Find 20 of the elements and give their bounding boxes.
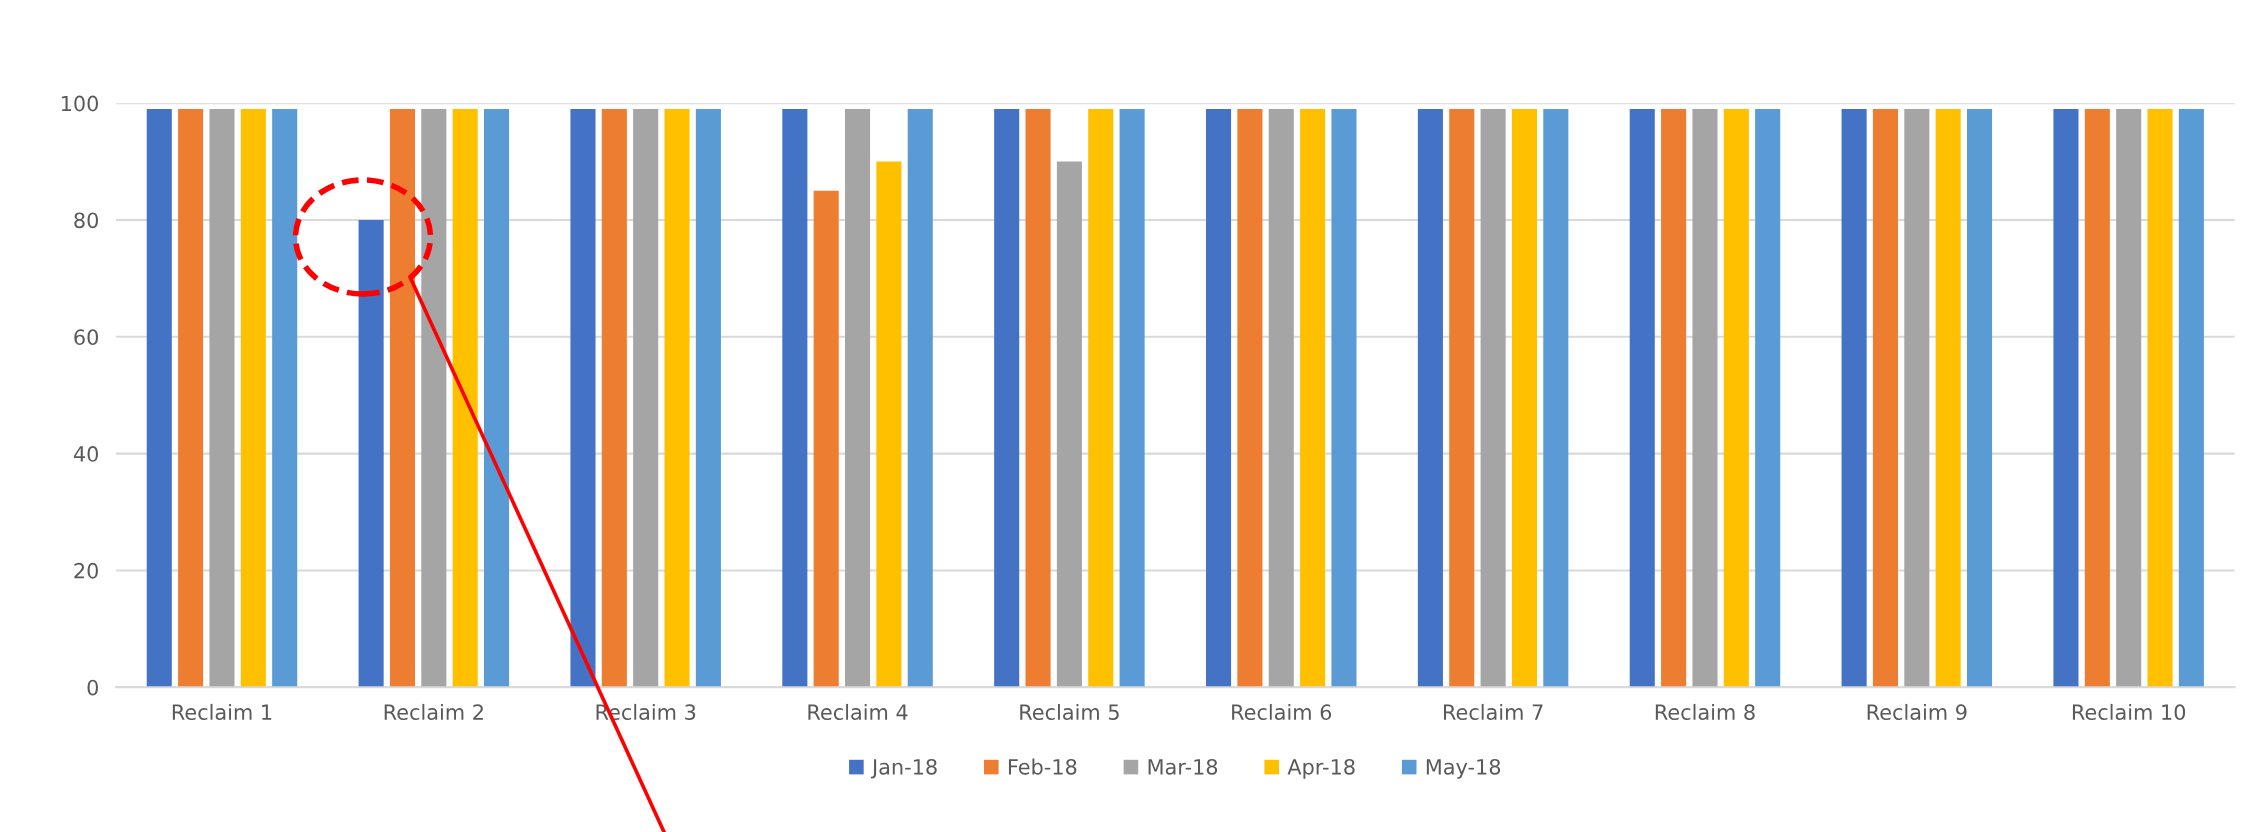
x-tick-label: Reclaim 5	[1020, 703, 1119, 721]
legend-label: Mar-18	[1148, 758, 1218, 775]
y-tick-label: 100	[61, 95, 98, 112]
legend-label: Feb-18	[1008, 758, 1077, 775]
x-tick-label: Reclaim 6	[1232, 703, 1332, 721]
x-tick-label: Reclaim 9	[1867, 703, 1967, 721]
y-tick-label: 60	[74, 329, 98, 345]
legend-label: Apr-18	[1287, 758, 1355, 779]
legend-label: May-18	[1426, 758, 1501, 779]
y-tick-label: 80	[74, 212, 98, 229]
x-tick-label: Reclaim 1	[172, 703, 272, 721]
x-tick-label: Reclaim 4	[808, 703, 908, 721]
x-tick-label: Reclaim 2	[384, 703, 483, 721]
x-tick-label: Reclaim 10	[2072, 703, 2186, 721]
x-tick-label: Reclaim 8	[1655, 703, 1755, 721]
y-tick-label: 0	[87, 679, 98, 696]
x-tick-label: Reclaim 7	[1443, 703, 1543, 721]
legend-label: Jan-18	[870, 758, 937, 779]
y-tick-label: 20	[74, 562, 98, 579]
y-tick-label: 40	[73, 446, 98, 462]
